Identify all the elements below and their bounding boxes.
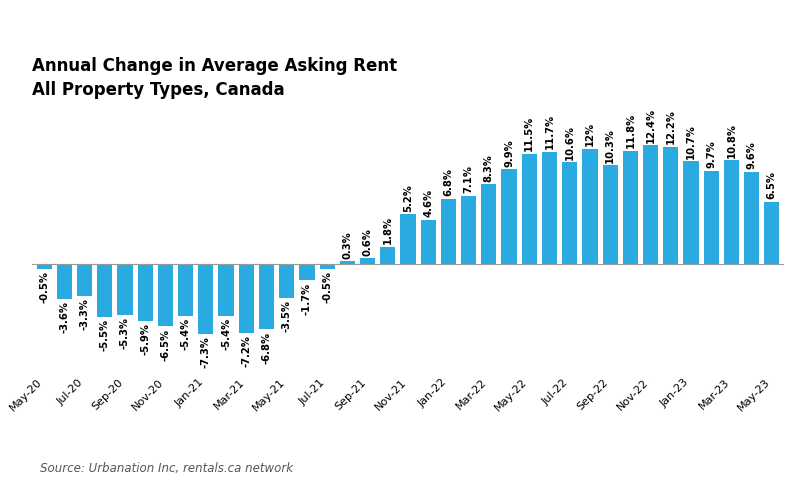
Text: -6.8%: -6.8% [262,332,271,364]
Text: 0.3%: 0.3% [342,231,352,259]
Bar [238,264,254,333]
Bar [502,169,517,264]
Bar [764,202,779,264]
Bar [118,264,133,315]
Text: 1.8%: 1.8% [382,216,393,244]
Bar [259,264,274,329]
Bar [138,264,153,321]
Text: -5.4%: -5.4% [181,318,190,350]
Text: 9.7%: 9.7% [706,141,716,168]
Text: Annual Change in Average Asking Rent: Annual Change in Average Asking Rent [32,57,397,75]
Text: All Property Types, Canada: All Property Types, Canada [32,82,285,99]
Bar [218,264,234,316]
Text: 9.6%: 9.6% [746,142,757,169]
Bar [319,264,334,269]
Bar [380,247,395,264]
Text: 10.7%: 10.7% [686,124,696,159]
Bar [482,184,497,264]
Bar [441,199,456,264]
Bar [643,145,658,264]
Text: 11.8%: 11.8% [626,113,635,148]
Text: 10.3%: 10.3% [605,128,615,163]
Text: 10.8%: 10.8% [726,123,737,158]
Text: -5.9%: -5.9% [140,323,150,355]
Bar [582,149,598,264]
Text: 9.9%: 9.9% [504,139,514,167]
Bar [602,165,618,264]
Text: 12.4%: 12.4% [646,108,655,143]
Text: -5.5%: -5.5% [100,319,110,351]
Text: 6.8%: 6.8% [443,168,454,196]
Bar [97,264,112,317]
Bar [522,154,537,264]
Text: -7.2%: -7.2% [242,336,251,367]
Bar [279,264,294,298]
Text: 4.6%: 4.6% [423,189,434,217]
Bar [562,162,578,264]
Text: 5.2%: 5.2% [403,184,413,212]
Text: 11.7%: 11.7% [545,114,554,149]
Text: 12.2%: 12.2% [666,109,676,144]
Bar [57,264,72,299]
Text: 7.1%: 7.1% [464,166,474,193]
Bar [340,261,355,264]
Text: -5.4%: -5.4% [221,318,231,350]
Text: -3.3%: -3.3% [79,298,90,330]
Text: -3.5%: -3.5% [282,300,292,332]
Bar [77,264,92,296]
Text: 11.5%: 11.5% [524,116,534,151]
Bar [461,196,476,264]
Bar [744,172,759,264]
Text: -7.3%: -7.3% [201,336,211,368]
Bar [724,160,739,264]
Text: -1.7%: -1.7% [302,283,312,315]
Bar [542,152,557,264]
Bar [622,151,638,264]
Bar [683,161,698,264]
Text: 0.6%: 0.6% [362,228,373,256]
Bar [421,220,436,264]
Bar [198,264,214,334]
Bar [37,264,52,269]
Text: 6.5%: 6.5% [767,171,777,199]
Bar [360,258,375,264]
Text: -0.5%: -0.5% [322,271,332,303]
Text: Source: Urbanation Inc, rentals.ca network: Source: Urbanation Inc, rentals.ca netwo… [40,462,293,475]
Text: 10.6%: 10.6% [565,125,574,160]
Text: -0.5%: -0.5% [39,271,49,303]
Text: -3.6%: -3.6% [59,301,70,333]
Text: -5.3%: -5.3% [120,317,130,349]
Bar [663,147,678,264]
Bar [401,214,415,264]
Bar [158,264,173,326]
Text: 8.3%: 8.3% [484,154,494,182]
Text: -6.5%: -6.5% [161,329,170,361]
Bar [299,264,314,280]
Text: 12%: 12% [585,122,595,146]
Bar [178,264,194,316]
Bar [704,171,719,264]
